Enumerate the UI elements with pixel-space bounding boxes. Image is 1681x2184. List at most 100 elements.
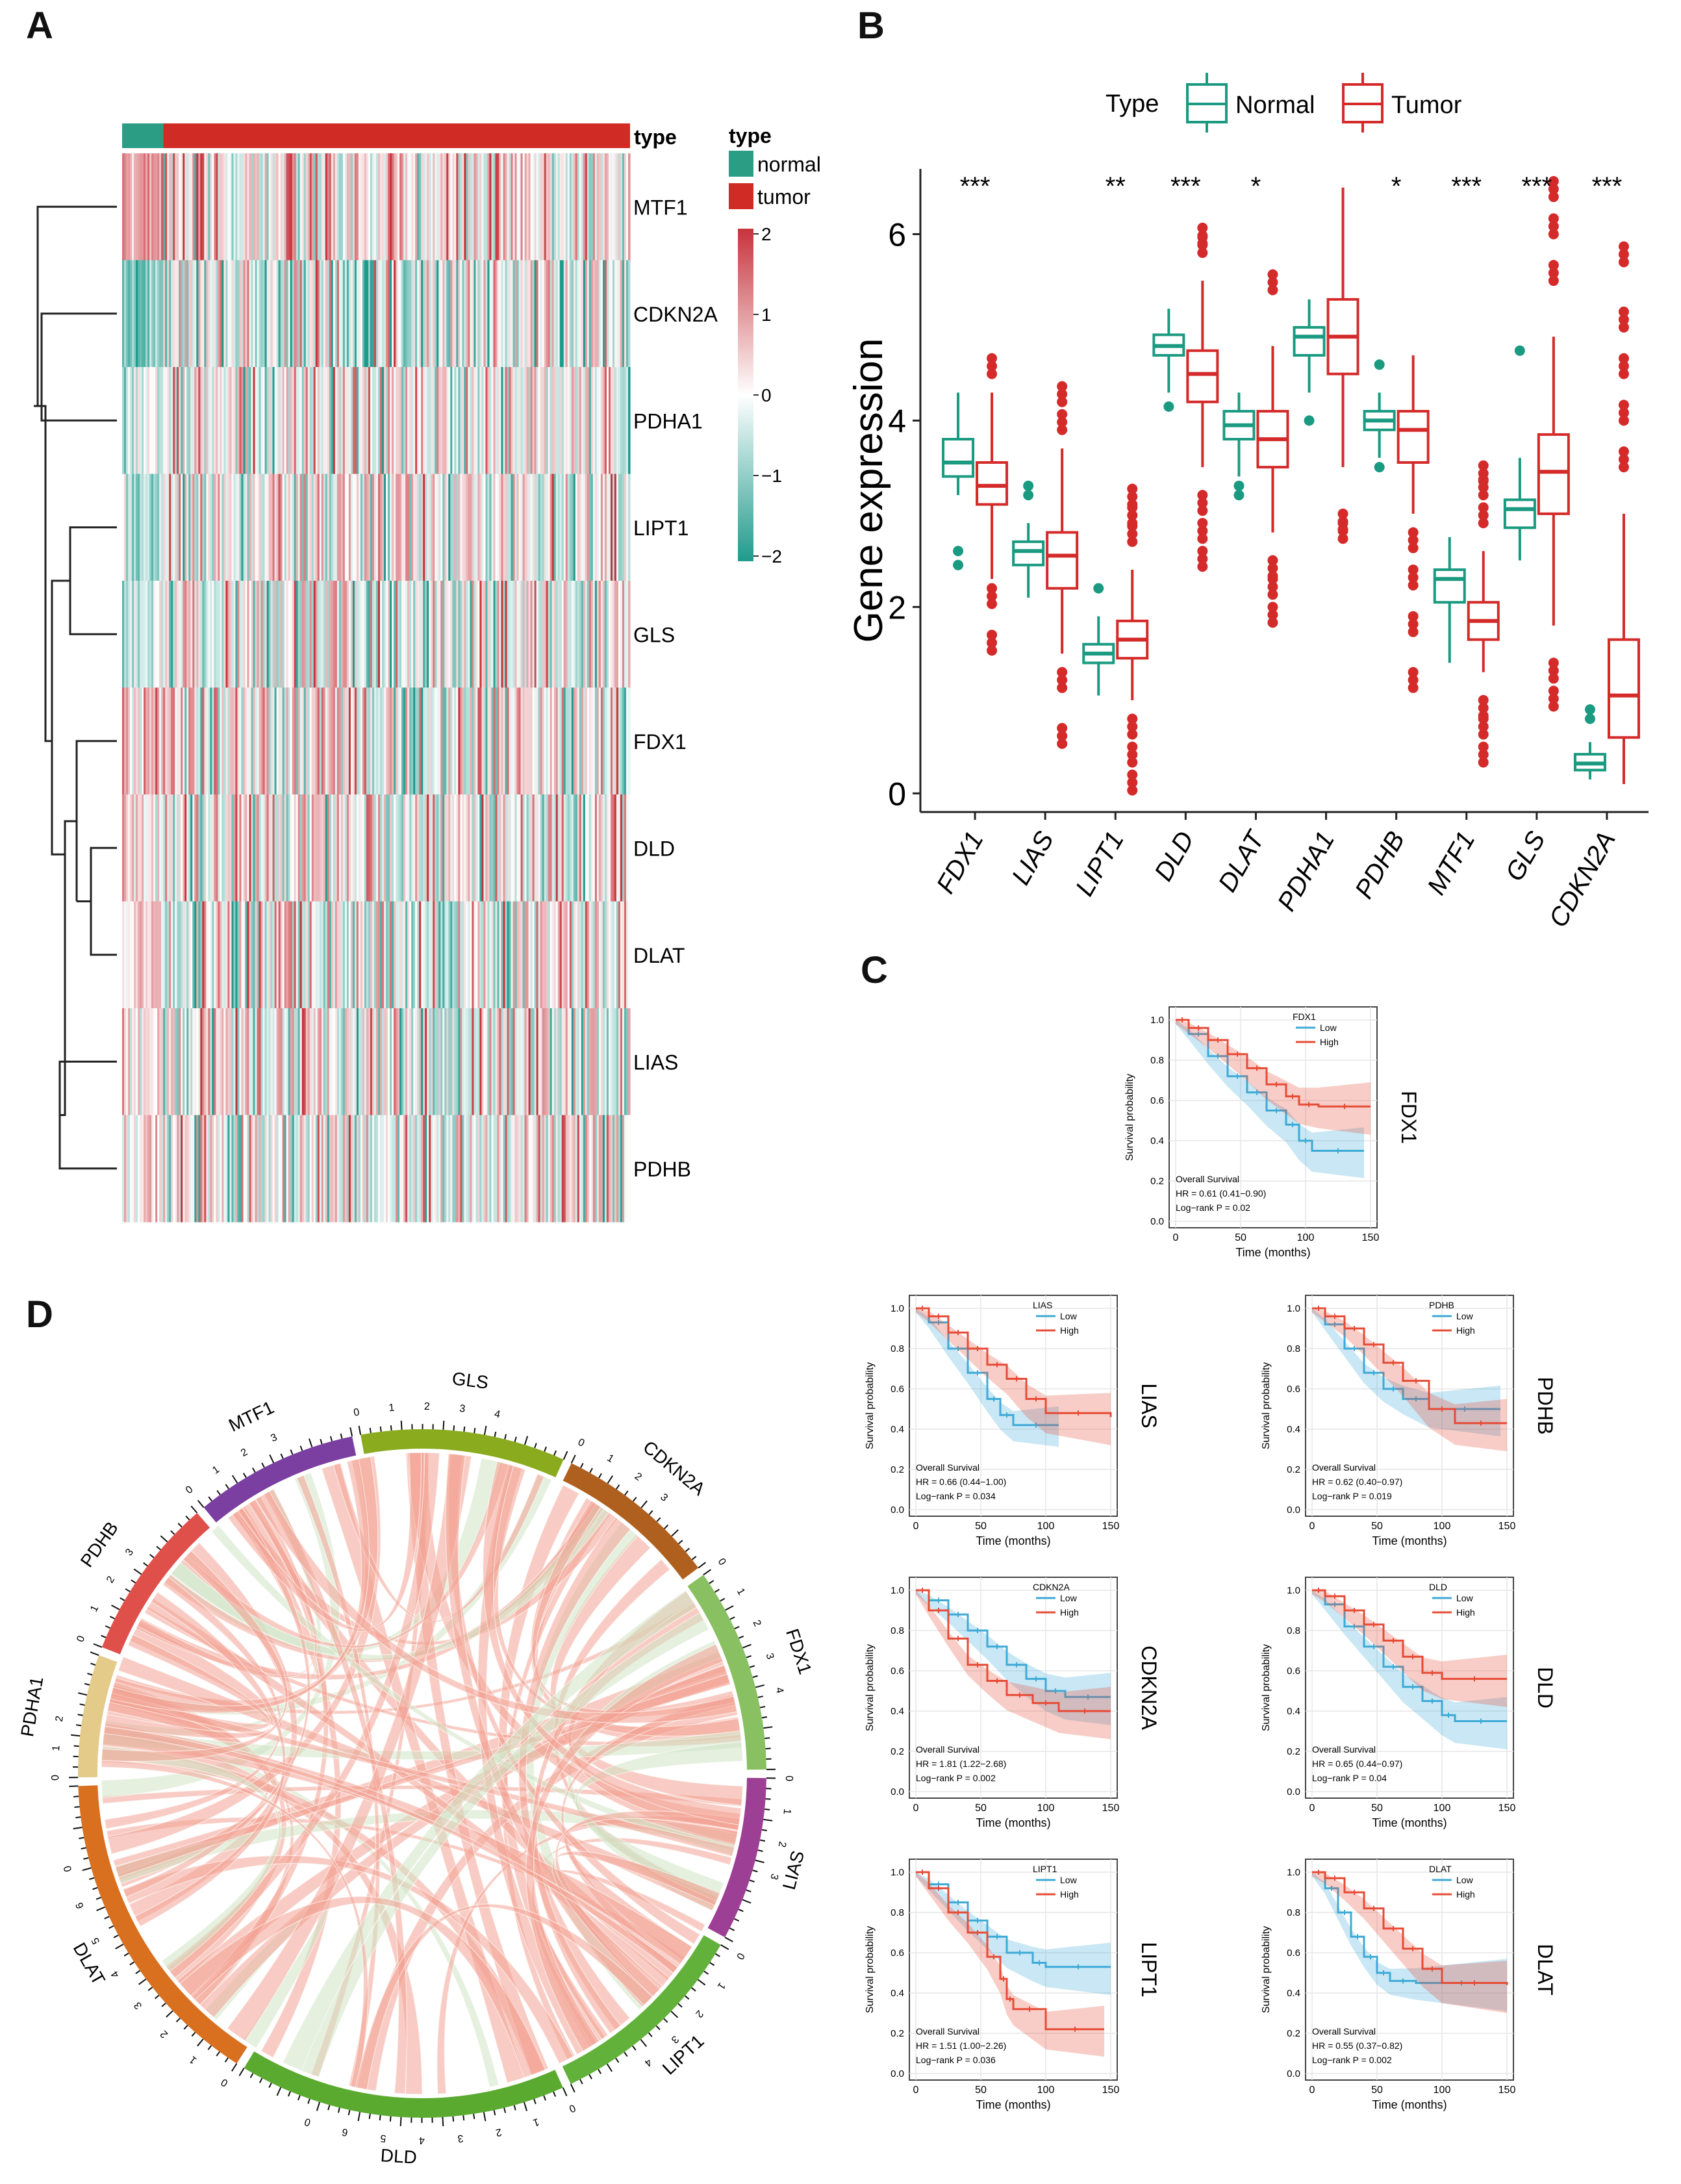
heatmap-cell [270,794,273,902]
heatmap-cell [299,901,303,1009]
heatmap-cell [604,794,607,902]
heatmap-cell [495,474,498,581]
heatmap-cell [581,153,584,260]
outlier-point [1478,694,1489,705]
heatmap-cell [481,260,485,368]
heatmap-cell [329,260,332,368]
heatmap-cell [245,474,248,581]
heatmap-cell [390,794,392,902]
heatmap-cell [270,367,273,474]
row-label-lipt1: LIPT1 [633,516,689,540]
heatmap-cell [390,367,392,474]
heatmap-cell [338,794,342,902]
heatmap-cell [335,794,338,902]
box-tumor-pdhb [1397,355,1430,693]
heatmap-cell [297,260,301,368]
heatmap-cell [124,367,127,474]
heatmap-cell [192,901,195,1009]
heatmap-cell [243,474,246,581]
heatmap-cell [495,581,498,688]
sector-tick [340,1433,343,1439]
heatmap-cell [610,794,613,902]
km-y-tick: 1.0 [1287,1303,1300,1314]
heatmap-cell [220,901,222,1009]
heatmap-cell [130,581,133,688]
heatmap-cell [181,1008,183,1115]
heatmap-cell [196,1008,199,1115]
heatmap-cell [581,260,584,368]
heatmap-cell [151,367,154,474]
heatmap-cell [301,260,305,368]
heatmap-cell [249,153,252,260]
heatmap-cell [373,1008,377,1115]
heatmap-cell [155,687,158,795]
heatmap-cell [431,901,433,1009]
heatmap-cell [514,260,518,368]
heatmap-cell [382,367,385,474]
heatmap-cell [522,1115,525,1223]
heatmap-cell [548,1008,551,1115]
sector-tick [129,1961,135,1966]
heatmap-cell [378,260,381,368]
sector-tick-label: 2 [158,2028,170,2040]
heatmap-cell [472,260,474,368]
heatmap-cell [218,474,220,581]
sector-tick [307,2098,310,2104]
heatmap-cell [128,260,131,368]
sector-arc [244,2051,563,2118]
heatmap-cell [142,901,144,1009]
censor-mark [1072,2026,1078,2032]
heatmap-cell [165,581,168,688]
heatmap-cell [472,367,474,474]
outlier-point [1304,415,1315,426]
km-x-tick: 100 [1434,2085,1451,2096]
heatmap-cell [190,260,193,368]
heatmap-cell [499,1115,502,1223]
heatmap-cell [448,901,451,1009]
heatmap-cell [419,153,422,260]
censor-mark [1037,1960,1042,1966]
heatmap-cell [299,687,303,795]
heatmap-cell [128,474,131,581]
outlier-point [1548,184,1559,195]
heatmap-cell [626,901,629,1009]
heatmap-cell [147,260,150,368]
km-x-tick: 150 [1498,2085,1516,2096]
heatmap-cell [276,260,279,368]
censor-mark [936,1885,941,1891]
heatmap-cell [245,1008,248,1115]
heatmap-cell [567,687,570,795]
heatmap-cell [479,687,483,795]
heatmap-cell [458,901,461,1009]
heatmap-cell [452,687,455,795]
heatmap-cell [380,153,383,260]
heatmap-cell [429,794,431,902]
heatmap-cell [606,1115,609,1223]
sector-arc [203,1436,357,1523]
heatmap-cell [542,794,545,902]
heatmap-cell [417,367,420,474]
heatmap-cell [272,1008,275,1115]
heatmap-cell [624,1115,627,1223]
heatmap-cell [585,687,588,795]
km-x-tick: 50 [975,2085,987,2096]
heatmap-cell [122,474,125,581]
sector-tick [90,1662,96,1666]
heatmap-cell [520,581,524,688]
heatmap-cell [514,1115,518,1223]
chord-links [101,1452,744,2095]
heatmap-cell [548,581,551,688]
heatmap-cell [536,1008,539,1115]
sector-tick [78,1692,88,1696]
sector-tick [734,1918,740,1922]
heatmap-cell [567,474,570,581]
heatmap-cell [458,1115,461,1223]
heatmap-cell [284,367,287,474]
heatmap-cell [292,581,295,688]
heatmap-cell [446,901,449,1009]
heatmap-cell [386,260,388,368]
heatmap-cell [214,1115,216,1223]
heatmap-cell [442,1008,445,1115]
km-y-tick: 0.4 [1287,1706,1300,1717]
sector-tick [357,2112,361,2122]
